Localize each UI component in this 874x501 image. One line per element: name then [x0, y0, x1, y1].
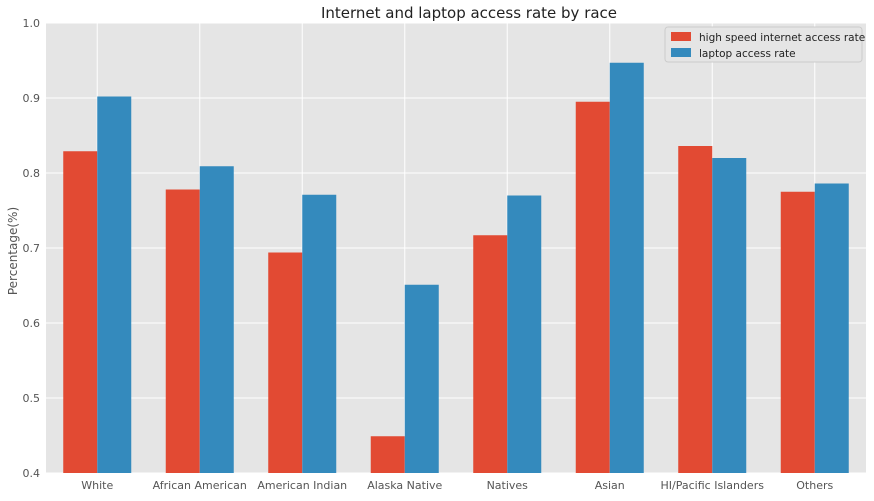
y-tick-label: 0.6 [23, 317, 41, 330]
legend-box [664, 26, 863, 63]
y-tick-label: 1.0 [23, 17, 41, 30]
x-tick-label: Natives [487, 479, 529, 492]
bar-series-1-5 [609, 62, 644, 473]
bar-series-0-2 [268, 252, 303, 473]
x-tick-label: American Indian [257, 479, 347, 492]
y-tick-label: 0.9 [23, 92, 41, 105]
bar-series-0-4 [473, 235, 508, 473]
bar-series-0-7 [780, 191, 815, 473]
x-tick-label: Asian [595, 479, 625, 492]
x-tick-label: Others [796, 479, 833, 492]
bar-series-0-6 [678, 146, 713, 473]
y-axis-label: Percentage(%) [6, 207, 20, 295]
chart-title: Internet and laptop access rate by race [321, 4, 617, 22]
bar-series-1-1 [199, 166, 234, 473]
y-tick-labels: 0.4 0.5 0.6 0.7 0.8 0.9 1.0 [23, 17, 41, 480]
bar-series-0-1 [165, 189, 200, 473]
x-tick-label: African American [153, 479, 247, 492]
x-tick-label: HI/Pacific Islanders [661, 479, 765, 492]
bar-series-1-7 [814, 183, 849, 473]
x-tick-labels: White African American American Indian Alas… [81, 479, 833, 492]
legend-swatch [671, 32, 691, 41]
bar-series-1-0 [97, 96, 132, 473]
x-tick-label: White [81, 479, 113, 492]
bar-series-1-4 [507, 195, 542, 473]
y-tick-label: 0.4 [23, 467, 41, 480]
legend-swatch [671, 48, 691, 57]
y-tick-label: 0.8 [23, 167, 41, 180]
x-tick-label: Alaska Native [367, 479, 442, 492]
legend-label: laptop access rate [699, 48, 796, 60]
legend: high speed internet access rate laptop ac… [664, 26, 865, 63]
legend-label: high speed internet access rate [699, 32, 865, 44]
y-tick-label: 0.7 [23, 242, 41, 255]
bar-series-0-0 [63, 151, 98, 473]
bars [63, 62, 849, 473]
bar-series-1-2 [302, 194, 337, 473]
bar-series-0-5 [575, 101, 610, 473]
y-tick-label: 0.5 [23, 392, 41, 405]
bar-series-0-3 [370, 436, 405, 473]
bar-series-1-3 [404, 284, 439, 473]
bar-series-1-6 [712, 158, 747, 473]
